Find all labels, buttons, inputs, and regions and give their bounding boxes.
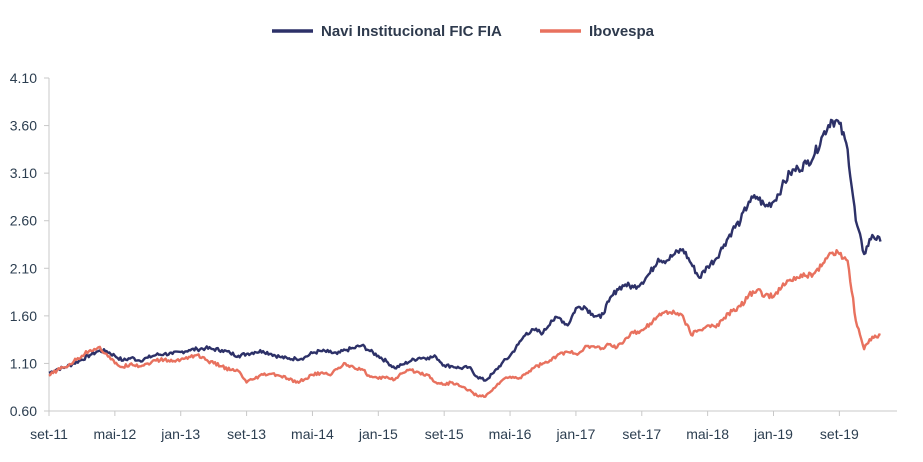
y-tick-label: 1.10 [10,355,37,371]
x-tick-label: set-13 [227,426,266,442]
series-line-navi-institucional [48,118,882,382]
x-tick-label: set-11 [30,426,68,442]
x-tick-label: mai-18 [686,426,729,442]
y-tick-label: 2.60 [10,213,37,229]
legend-label: Navi Institucional FIC FIA [321,23,502,40]
x-tick-label: set-19 [820,426,859,442]
y-tick-label: 0.60 [10,403,37,419]
y-tick-label: 3.60 [10,118,37,134]
y-tick-label: 4.10 [10,70,37,86]
series-line-ibovespa [48,249,881,398]
x-tick-label: mai-16 [489,426,532,442]
x-tick-label: jan-13 [160,426,200,442]
x-tick-label: set-17 [622,426,661,442]
x-tick-label: set-15 [425,426,464,442]
legend-label: Ibovespa [589,23,655,40]
x-tick-label: jan-15 [358,426,398,442]
axes: 0.60 1.10 1.60 2.10 2.60 3.10 3.60 4.10 set-11 ma… [10,70,897,442]
x-tick-label: mai-14 [291,426,334,442]
legend: Navi Institucional FIC FIA Ibovespa [272,23,655,40]
x-tick-label: jan-17 [555,426,595,442]
y-tick-label: 2.10 [10,260,37,276]
x-tick-label: jan-19 [753,426,793,442]
x-tick-label: mai-12 [93,426,136,442]
series-group [48,118,882,398]
y-tick-label: 3.10 [10,165,37,181]
y-tick-label: 1.60 [10,308,37,324]
